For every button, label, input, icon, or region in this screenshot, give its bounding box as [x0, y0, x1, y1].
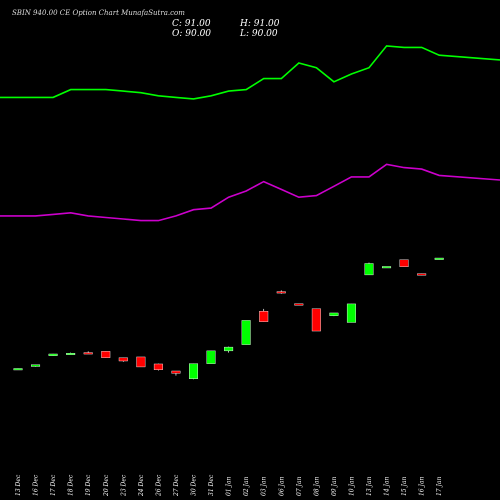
- candle-down: [83, 352, 93, 355]
- high-readout: H: 91.00: [240, 19, 280, 29]
- candle-down: [101, 351, 111, 358]
- x-tick-label: 01 Jan: [226, 476, 233, 496]
- x-tick-label: 17 Jan: [436, 476, 443, 496]
- x-tick-label: 19 Dec: [85, 474, 92, 496]
- x-tick-label: 16 Jan: [419, 476, 426, 496]
- candle-down: [259, 311, 269, 322]
- x-tick-label: 24 Dec: [138, 474, 145, 497]
- x-tick-label: 09 Jan: [331, 476, 338, 496]
- x-tick-label: 23 Dec: [120, 474, 127, 497]
- candle-down: [118, 357, 128, 362]
- x-tick-label: 13 Jan: [366, 476, 373, 496]
- x-tick-label: 06 Jan: [278, 476, 285, 496]
- candle-up: [224, 346, 234, 352]
- x-tick-label: 30 Dec: [191, 474, 198, 496]
- x-tick-label: 08 Jan: [313, 476, 320, 496]
- candle-down: [136, 356, 146, 368]
- candle-up: [66, 353, 76, 355]
- candle-down: [276, 291, 286, 294]
- open-readout: O: 90.00: [172, 29, 212, 39]
- x-tick-label: 20 Dec: [103, 474, 110, 497]
- candle-up: [364, 263, 374, 276]
- x-tick-label: 17 Dec: [50, 474, 57, 496]
- x-tick-label: 16 Dec: [33, 474, 40, 496]
- candle-up: [346, 303, 356, 323]
- x-tick-label: 14 Jan: [384, 476, 391, 496]
- candle-down: [294, 303, 304, 306]
- candle-down: [171, 370, 181, 374]
- x-tick-label: 15 Jan: [401, 476, 408, 496]
- candle-up: [48, 353, 58, 356]
- x-tick-label: 07 Jan: [296, 476, 303, 496]
- candle-down: [153, 363, 163, 370]
- candle-up: [382, 266, 392, 269]
- upper-band-line: [0, 45, 500, 100]
- x-tick-label: 18 Dec: [68, 474, 75, 496]
- lower-band-line: [0, 163, 500, 222]
- candle-up: [434, 257, 444, 260]
- x-tick-label: 02 Jan: [243, 476, 250, 496]
- candle-down: [417, 273, 427, 276]
- candle-up: [188, 363, 198, 379]
- x-tick-label: 26 Dec: [155, 474, 162, 497]
- candle-up: [13, 368, 23, 371]
- candle-down: [311, 308, 321, 332]
- x-tick-label: 31 Dec: [208, 474, 215, 496]
- close-readout: C: 91.00: [172, 19, 211, 29]
- candle-up: [241, 320, 251, 345]
- x-tick-label: 27 Dec: [173, 474, 180, 497]
- x-tick-label: 03 Jan: [261, 476, 268, 496]
- x-tick-label: 10 Jan: [348, 476, 355, 496]
- chart-title: SBIN 940.00 CE Option Chart MunafaSutra.…: [12, 9, 185, 17]
- candle-up: [31, 364, 41, 367]
- candle-down: [399, 259, 409, 267]
- low-readout: L: 90.00: [240, 29, 278, 39]
- candle-up: [329, 312, 339, 316]
- x-tick-label: 13 Dec: [15, 474, 22, 496]
- candle-up: [206, 350, 216, 364]
